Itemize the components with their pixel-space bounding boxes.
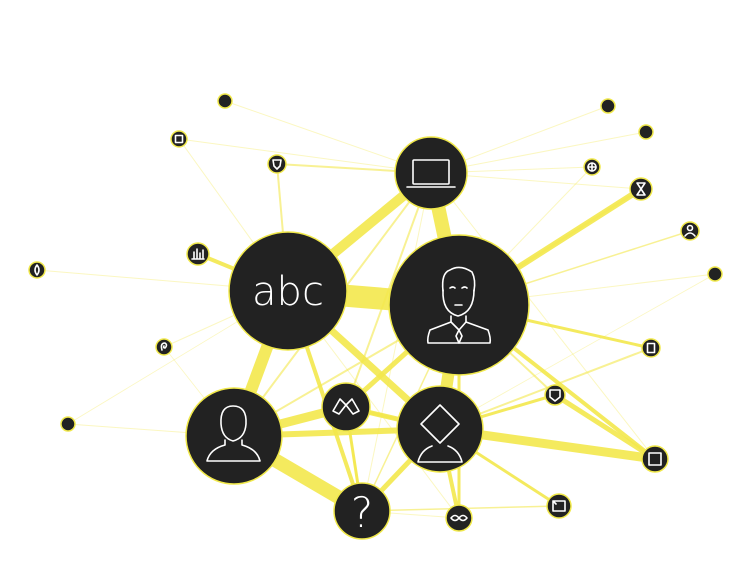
graph-node-small[interactable] xyxy=(707,266,723,282)
graph-node-globe[interactable] xyxy=(583,158,601,176)
graph-node-shield[interactable] xyxy=(267,154,287,174)
user-silhouette-icon xyxy=(206,405,261,462)
graph-node-laptop[interactable] xyxy=(394,136,468,210)
graph-nodes: abc xyxy=(28,93,723,540)
graph-edge xyxy=(430,172,656,460)
graph-node-badge[interactable] xyxy=(170,130,188,148)
graph-edges xyxy=(36,100,716,520)
graph-node-mask[interactable] xyxy=(445,504,473,532)
text-node-label: abc xyxy=(252,269,324,315)
graph-node-tag[interactable] xyxy=(641,445,669,473)
graph-edge xyxy=(345,172,432,408)
graph-node-diamond-person[interactable] xyxy=(396,385,484,473)
businessman-icon xyxy=(426,266,492,344)
graph-node-flame[interactable] xyxy=(28,261,46,279)
graph-edge xyxy=(439,273,716,430)
graph-edge xyxy=(361,172,432,512)
graph-node-businessman[interactable] xyxy=(388,234,530,376)
graph-edge xyxy=(178,138,432,174)
graph-node-book[interactable] xyxy=(546,493,572,519)
graph-node-user[interactable] xyxy=(185,387,283,485)
graph-node-document[interactable] xyxy=(641,338,661,358)
graph-node-small[interactable] xyxy=(600,98,616,114)
graph-node-question[interactable]: ? xyxy=(333,482,391,540)
graph-node-person-small[interactable] xyxy=(680,221,700,241)
graph-node-chart[interactable] xyxy=(186,242,210,266)
graph-node-shirt[interactable] xyxy=(321,382,371,432)
graph-node-face[interactable] xyxy=(544,384,566,406)
graph-node-small[interactable] xyxy=(217,93,233,109)
graph-node-text[interactable]: abc xyxy=(228,231,348,351)
graph-node-swirl[interactable] xyxy=(155,338,173,356)
graph-node-hourglass[interactable] xyxy=(629,177,653,201)
question-node-label: ? xyxy=(351,488,373,537)
graph-edge xyxy=(552,392,658,462)
graph-node-small[interactable] xyxy=(60,416,76,432)
diamond-head-person-icon xyxy=(417,404,463,463)
graph-node-small[interactable] xyxy=(638,124,654,140)
